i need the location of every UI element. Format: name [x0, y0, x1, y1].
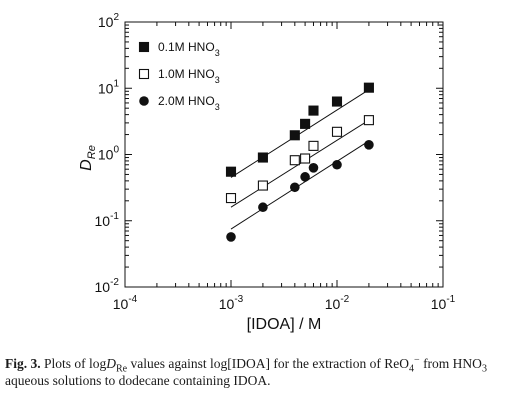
y-tick-label-base: 10 — [98, 80, 114, 96]
data-point — [289, 155, 300, 166]
x-tick-label-exponent: -3 — [234, 294, 243, 305]
caption-label: Fig. 3. — [5, 356, 41, 371]
x-tick-label: 10-1 — [431, 294, 456, 312]
y-tick-label-exponent: 0 — [113, 145, 119, 156]
legend-label-sub: 3 — [215, 102, 220, 112]
axis-ticks — [124, 21, 444, 288]
data-point — [364, 140, 374, 150]
data-point — [226, 232, 236, 242]
caption-segment: 3 — [481, 363, 487, 375]
y-tick-label-base: 10 — [98, 14, 114, 30]
y-tick-label: 10-1 — [95, 211, 120, 229]
data-point — [308, 105, 319, 116]
data-markers — [225, 82, 374, 242]
data-point — [300, 118, 311, 129]
data-point — [332, 159, 342, 170]
y-axis-title-main: D — [78, 159, 95, 171]
x-tick-label: 10-4 — [113, 294, 138, 312]
y-tick-label: 102 — [98, 12, 120, 30]
y-axis-title: DRe — [78, 145, 98, 171]
y-tick-label-base: 10 — [95, 213, 111, 229]
figure-caption: Fig. 3. Plots of logDRe values against l… — [5, 355, 519, 389]
data-point — [290, 182, 300, 193]
caption-segment: from HNO — [419, 356, 482, 371]
fit-line — [230, 89, 370, 178]
data-point — [300, 153, 311, 164]
x-tick-label-exponent: -4 — [128, 294, 137, 305]
legend-label: 0.1M HNO3 — [158, 40, 220, 58]
caption-segment: D — [106, 356, 117, 371]
x-tick-label-exponent: -2 — [340, 294, 349, 305]
legend-marker — [138, 68, 150, 80]
y-tick-label-base: 10 — [95, 279, 111, 295]
caption-segment: − — [414, 354, 420, 366]
caption-body: Plots of logDRe values against log[IDOA]… — [5, 354, 487, 388]
legend-label-sub: 3 — [215, 48, 220, 58]
y-tick-label: 101 — [98, 78, 120, 96]
caption-segment: Plots of log — [40, 356, 107, 371]
caption-segment: values against log[IDOA] for the extract… — [127, 356, 410, 371]
data-point — [331, 96, 343, 107]
y-tick-label-exponent: -2 — [110, 277, 119, 288]
x-axis-title: [IDOA] / M — [247, 316, 322, 333]
data-point — [308, 140, 319, 151]
x-tick-label-base: 10 — [113, 296, 129, 312]
fit-line — [230, 119, 370, 208]
x-tick-label: 10-2 — [325, 294, 350, 312]
legend-label: 1.0M HNO3 — [158, 67, 220, 85]
y-tick-label: 10-2 — [95, 277, 120, 295]
y-axis-title-sub: Re — [86, 145, 98, 159]
data-point — [331, 126, 343, 137]
caption-segment: Re — [116, 363, 128, 375]
legend-label-text: 0.1M HNO — [158, 40, 215, 54]
data-point — [258, 202, 268, 213]
y-tick-label-exponent: 2 — [113, 12, 119, 23]
fit-line — [230, 140, 370, 230]
data-point — [257, 180, 268, 191]
caption-segment: 4 — [409, 363, 415, 375]
legend-marker — [139, 96, 149, 106]
legend-label-text: 2.0M HNO — [158, 94, 215, 108]
y-tick-label: 100 — [98, 145, 120, 163]
data-point — [289, 130, 300, 141]
legend-label: 2.0M HNO3 — [158, 94, 220, 112]
data-point — [257, 152, 268, 163]
y-tick-label-exponent: 1 — [113, 78, 119, 89]
x-tick-label-base: 10 — [325, 296, 341, 312]
data-point — [225, 166, 237, 177]
caption-segment: aqueous solutions to dodecane containing… — [5, 373, 271, 388]
x-tick-label: 10-3 — [219, 294, 244, 312]
x-tick-label-base: 10 — [219, 296, 235, 312]
data-point — [308, 162, 319, 173]
fit-lines — [230, 89, 370, 230]
data-point — [225, 193, 237, 204]
legend-label-sub: 3 — [215, 75, 220, 85]
data-point — [363, 115, 374, 126]
x-tick-label-exponent: -1 — [446, 294, 455, 305]
data-point — [300, 172, 310, 182]
legend-marker — [138, 41, 150, 53]
plot-frame — [124, 21, 444, 288]
y-tick-label-exponent: -1 — [110, 211, 119, 222]
x-tick-label-base: 10 — [431, 296, 447, 312]
y-tick-label-base: 10 — [98, 147, 114, 163]
data-point — [363, 82, 374, 93]
legend-label-text: 1.0M HNO — [158, 67, 215, 81]
